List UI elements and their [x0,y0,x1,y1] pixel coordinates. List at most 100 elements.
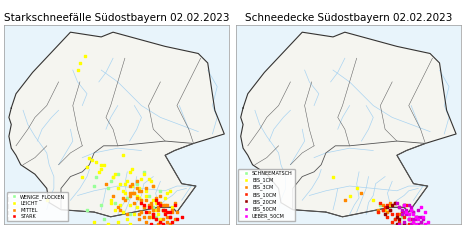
Point [161,203,169,207]
Point [131,201,138,205]
Point [81,54,88,58]
Point [102,182,110,186]
Point [161,208,169,212]
Point [164,220,171,224]
Point [150,212,157,216]
Point [145,215,152,219]
Point [329,175,337,179]
Point [126,193,133,197]
Point [410,210,417,214]
Point [417,205,425,209]
Point [386,208,393,212]
Point [157,201,164,205]
Point [119,189,126,193]
Point [419,217,427,221]
Point [100,217,107,221]
Point [173,210,181,214]
Point [145,177,152,181]
Point [154,212,162,216]
Point [171,203,178,207]
Point [403,212,410,216]
Point [126,170,133,174]
Point [135,187,143,190]
Point [145,205,152,209]
Point [400,203,408,207]
Point [147,215,155,219]
Point [90,220,98,224]
Point [384,210,391,214]
Point [112,172,119,176]
Point [142,198,150,202]
Point [138,198,145,202]
Point [126,184,133,188]
Point [403,210,410,214]
Point [419,215,427,219]
Point [140,203,147,207]
Point [121,198,129,202]
Point [140,205,147,209]
Point [145,210,152,214]
Point [419,227,427,231]
Point [159,208,166,212]
Point [414,222,422,226]
Point [154,201,162,205]
Point [138,210,145,214]
Point [166,215,173,219]
Point [147,205,155,209]
Point [379,203,386,207]
Point [114,205,121,209]
Point [98,203,105,207]
Point [109,175,117,179]
Point [157,217,164,221]
Point [119,210,126,214]
Point [159,222,166,226]
Point [424,220,432,224]
Point [88,158,95,162]
Point [417,220,425,224]
Point [128,184,136,188]
Point [396,217,403,221]
Point [157,203,164,207]
Point [166,215,173,219]
Point [422,222,429,226]
Point [157,220,164,224]
Point [157,201,164,205]
Point [145,193,152,197]
Point [142,187,150,190]
Point [121,182,129,186]
Point [105,222,112,226]
Point [171,201,178,205]
Point [150,212,157,216]
Point [164,210,171,214]
Point [412,222,419,226]
Point [150,184,157,188]
Point [166,222,173,226]
Point [131,212,138,216]
Point [417,215,425,219]
Point [109,193,117,197]
Point [388,203,396,207]
Point [161,196,169,200]
Point [114,220,121,224]
Point [370,198,377,202]
Point [138,198,145,202]
Point [412,217,419,221]
Point [159,208,166,212]
Point [381,212,389,216]
Point [124,196,131,200]
Point [384,203,391,207]
Point [93,175,100,179]
Point [419,224,427,228]
Polygon shape [241,32,456,217]
Legend: WENIGE_FLOCKEN, LEICHT, MITTEL, STARK: WENIGE_FLOCKEN, LEICHT, MITTEL, STARK [7,191,68,221]
Point [145,203,152,207]
Point [135,217,143,221]
Point [152,198,159,202]
Point [154,208,162,212]
Point [414,208,422,212]
Point [124,212,131,216]
Point [407,222,415,226]
Point [159,217,166,221]
Legend: SCHNEEMATSCH, BIS_1CM, BIS_3CM, BIS_10CM, BIS_20CM, BIS_50CM, UEBER_50CM: SCHNEEMATSCH, BIS_1CM, BIS_3CM, BIS_10CM… [239,169,295,221]
Point [388,212,396,216]
